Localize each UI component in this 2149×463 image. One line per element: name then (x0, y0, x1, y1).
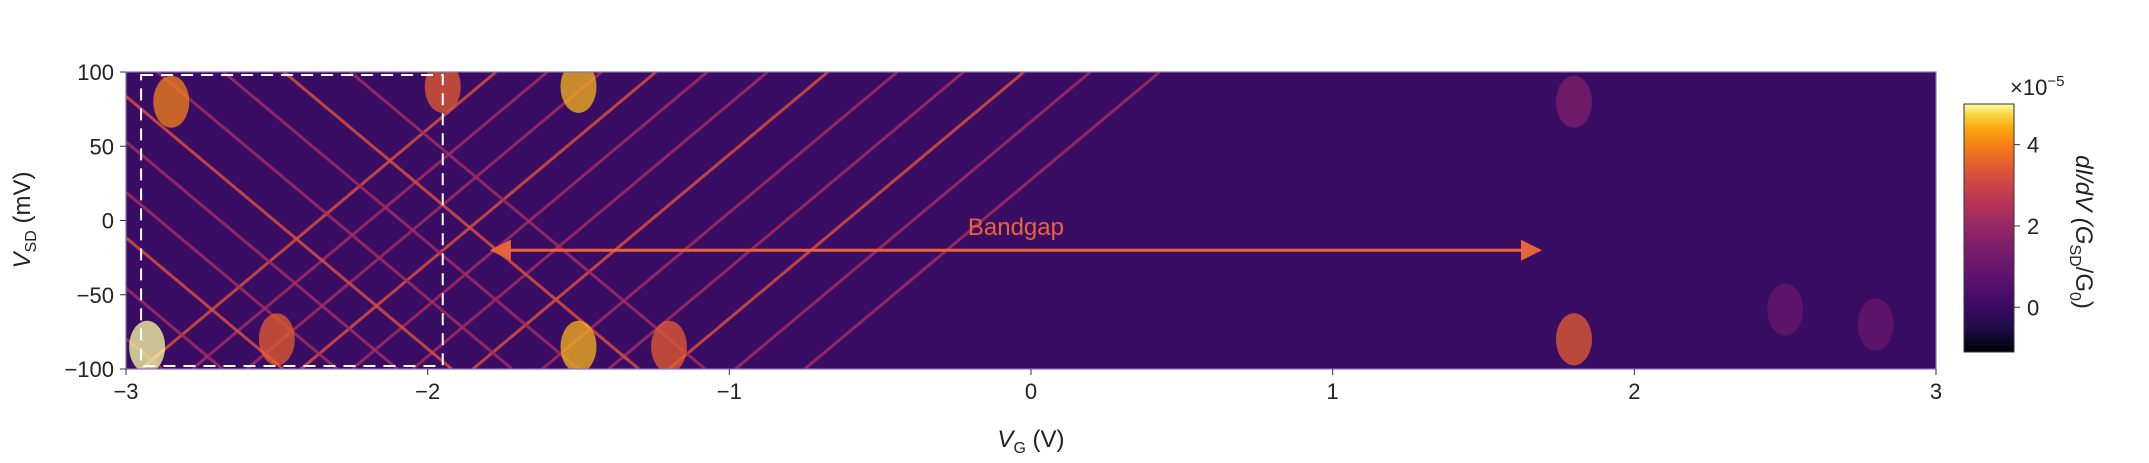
highlight-box (140, 73, 444, 368)
hot-spot (1556, 75, 1592, 128)
diamond-edge (156, 72, 514, 369)
diamond-edge (349, 72, 707, 369)
colorbar-tick-label: 0 (2027, 295, 2039, 320)
y-tick-label: −100 (64, 357, 114, 382)
hot-spot (1556, 313, 1592, 366)
diamond-edge (541, 72, 899, 369)
diamond-edge (607, 72, 965, 369)
colorbar-frame (1963, 103, 2015, 353)
annotations: Bandgap (489, 214, 1542, 261)
x-tick-label: 3 (1930, 379, 1942, 404)
colorbar-scale: ×10−5 (2010, 73, 2064, 100)
hot-spot (424, 72, 461, 113)
x-axis: −3 −2 −1 0 1 2 3 (113, 369, 1942, 404)
hot-spot (1767, 283, 1804, 336)
diamond-edge (734, 72, 1092, 369)
colorbar-tick-label: 4 (2027, 133, 2039, 158)
diamond-edge (222, 72, 580, 369)
diamond-edge (803, 72, 1161, 369)
hot-spot (129, 320, 166, 369)
diamond-edge (191, 72, 549, 369)
heatmap-plot-area (125, 71, 1937, 370)
x-tick-label: −3 (113, 379, 138, 404)
colorbar: 0 2 4 ×10−5 dI/dV (GSD/G0) (1963, 73, 2097, 353)
x-tick-label: 0 (1025, 379, 1037, 404)
hot-spot (651, 320, 687, 369)
y-tick-label: 50 (90, 134, 114, 159)
diamond-edge (126, 94, 453, 369)
diamond-edge (411, 72, 769, 369)
diamond-edge (126, 286, 224, 369)
heatmap-features (126, 72, 1894, 369)
y-tick-label: 100 (77, 60, 114, 85)
hot-spot (258, 313, 295, 366)
diamond-edge (282, 72, 640, 369)
y-tick-label: 0 (102, 209, 114, 234)
x-tick-label: 2 (1628, 379, 1640, 404)
y-axis-label: VSD (mV) (9, 172, 40, 269)
diamond-edge (126, 139, 399, 369)
x-axis-label: VG (V) (997, 426, 1064, 457)
diamond-edge (245, 72, 603, 369)
diamond-edge (126, 235, 284, 369)
diamond-edge (668, 72, 1025, 369)
diamond-edge (140, 72, 497, 369)
hot-spot (153, 75, 190, 128)
hot-spot (560, 320, 597, 369)
diamond-edge (471, 72, 829, 369)
y-tick-label: −50 (77, 283, 114, 308)
colorbar-tick-label: 2 (2027, 214, 2039, 239)
hot-spot (1857, 298, 1894, 351)
colorbar-gradient (1964, 104, 2014, 352)
y-axis: −100 −50 0 50 100 (64, 60, 126, 382)
diamond-edge (300, 72, 657, 369)
x-tick-label: 1 (1327, 379, 1339, 404)
x-tick-label: −1 (717, 379, 742, 404)
colorbar-ticks: 0 2 4 (2014, 133, 2039, 320)
colorbar-label: dI/dV (GSD/G0) (2066, 155, 2097, 309)
hot-spot (560, 72, 597, 113)
x-tick-label: −2 (415, 379, 440, 404)
bandgap-label: Bandgap (968, 214, 1064, 241)
